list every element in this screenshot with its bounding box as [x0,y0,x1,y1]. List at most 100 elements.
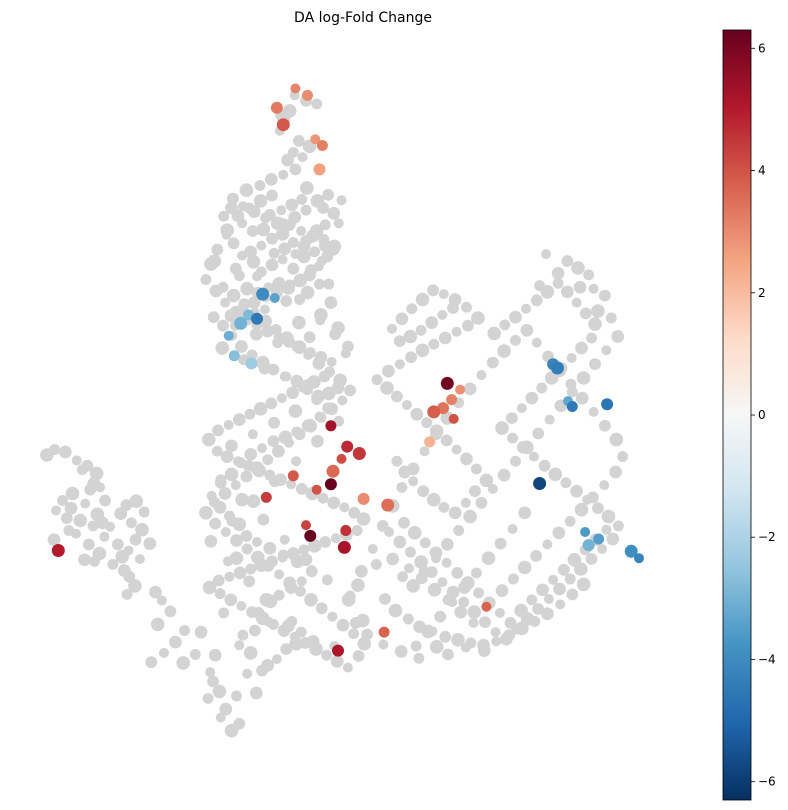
background-point [209,517,222,530]
background-point [288,404,303,418]
background-point [138,506,150,518]
da-point [634,553,644,564]
da-point [580,527,591,537]
background-point [89,466,104,481]
background-point [438,289,449,300]
da-point [352,447,366,460]
background-point [576,577,591,592]
background-point [253,194,268,208]
background-point [286,386,299,400]
background-point [394,645,408,658]
background-point [529,451,539,462]
background-point [574,502,589,517]
background-point [438,331,452,345]
da-point [269,293,280,303]
background-point [47,533,61,547]
background-point [272,277,285,291]
background-point [286,547,300,560]
background-point [530,550,542,562]
background-point [351,525,363,536]
background-point [200,274,212,285]
background-point [541,607,554,621]
da-point [481,601,492,612]
background-point [431,553,441,564]
da-point [245,357,258,370]
background-point [348,628,360,640]
background-point [202,580,217,595]
background-point [149,585,162,599]
background-point [592,502,604,515]
background-point [226,515,238,527]
background-point [555,599,566,610]
background-point [262,454,274,466]
background-point [421,417,433,429]
background-point [236,601,247,611]
background-point [319,219,331,231]
background-point [311,394,323,406]
background-point [612,520,624,532]
da-point [287,470,299,482]
background-point [264,173,278,186]
background-point [232,456,243,467]
background-point [277,624,291,637]
background-point [267,435,280,448]
background-point [352,650,365,662]
background-point [202,432,216,447]
background-point [402,613,414,625]
background-point [410,407,424,421]
background-point [454,605,468,619]
background-point [327,496,341,510]
background-point [311,434,324,448]
background-point [284,279,296,291]
background-point [317,492,329,504]
background-point [541,249,551,260]
background-point [391,455,403,467]
background-point [477,644,491,657]
background-point [207,311,220,324]
background-point [278,218,289,229]
background-point [238,298,251,310]
background-point [561,255,574,267]
background-point [265,397,278,410]
background-point [548,467,563,482]
background-point [379,593,391,605]
background-point [278,169,289,180]
background-point [566,588,579,601]
background-point [514,603,528,618]
background-point [557,563,570,576]
background-point [51,505,62,516]
background-point [609,432,624,447]
background-point [322,188,334,201]
da-point [340,525,352,536]
background-point [451,567,464,579]
background-point [261,324,275,338]
background-point [351,578,365,592]
background-point [588,317,602,331]
background-point [591,304,605,318]
background-point [300,181,314,195]
background-point [224,571,235,582]
background-point [220,450,234,463]
background-point [293,428,306,441]
background-point [516,403,527,414]
background-point [73,513,88,528]
background-point [406,579,421,593]
colorbar-gradient [722,29,752,801]
background-point [255,611,270,626]
background-point [327,611,338,622]
background-point [585,553,598,565]
background-point [208,648,222,662]
background-point [99,494,111,507]
background-point [307,539,322,553]
background-point [342,340,354,353]
background-point [495,584,509,597]
da-point [223,330,234,341]
background-point [143,537,157,550]
background-point [315,602,328,615]
da-point [324,478,337,491]
background-point [567,553,582,567]
background-point [560,477,572,489]
background-point [487,483,498,494]
background-point [439,630,452,643]
background-point [499,319,511,331]
